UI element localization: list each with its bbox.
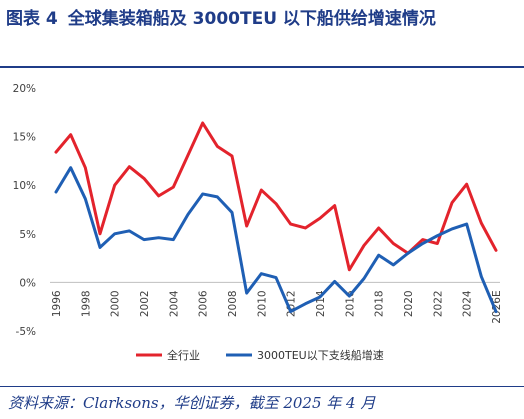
x-axis: 1996 1998 2000 2002 2004 2006 2008 2010 2012 2014… (50, 281, 503, 324)
x-tick-label: 2022 (432, 290, 444, 317)
x-tick-label: 1998 (80, 290, 92, 317)
y-axis: -5% 0% 5% 10% 15% 20% (13, 83, 36, 338)
series-line-all-industry (54, 121, 498, 272)
x-tick-label: 2002 (139, 290, 151, 317)
footer-divider (0, 386, 524, 387)
x-tick-label: 2006 (198, 290, 210, 317)
legend-label: 3000TEU以下支线船增速 (257, 348, 384, 362)
legend: 全行业 3000TEU以下支线船增速 (136, 348, 384, 362)
figure-label: 图表 4 (6, 9, 58, 29)
x-tick-label: 2024 (462, 290, 474, 317)
series-lines (54, 121, 498, 314)
y-tick-label: 0% (19, 277, 36, 289)
x-tick-label: 2020 (403, 290, 415, 317)
y-tick-label: 15% (13, 132, 36, 144)
title-divider (0, 66, 524, 68)
line-chart: -5% 0% 5% 10% 15% 20% 1996 1998 2000 2002 2004 200… (13, 83, 503, 362)
x-tick-label: 1996 (51, 290, 63, 317)
x-tick-label: 2026E (491, 290, 503, 323)
title-text: 全球集装箱船及 3000TEU 以下船供给增速情况 (67, 9, 436, 29)
legend-label: 全行业 (167, 348, 200, 362)
x-tick-label: 2008 (227, 290, 239, 317)
y-tick-label: -5% (16, 326, 36, 338)
y-tick-label: 20% (13, 83, 36, 95)
source-note: 资料来源：Clarksons，华创证券，截至 2025 年 4 月 (8, 394, 376, 412)
y-tick-label: 10% (13, 180, 36, 192)
series-line-feeder (54, 166, 498, 314)
chart-title: 图表 4 全球集装箱船及 3000TEU 以下船供给增速情况 (6, 4, 518, 34)
x-tick-label: 2016 (344, 290, 356, 317)
x-tick-label: 2000 (110, 290, 122, 317)
x-tick-label: 2010 (256, 290, 268, 317)
y-tick-label: 5% (19, 229, 36, 241)
chart-area: -5% 0% 5% 10% 15% 20% 1996 1998 2000 2002 2004 200… (0, 70, 524, 380)
x-tick-label: 2018 (374, 290, 386, 317)
x-tick-label: 2004 (168, 290, 180, 317)
